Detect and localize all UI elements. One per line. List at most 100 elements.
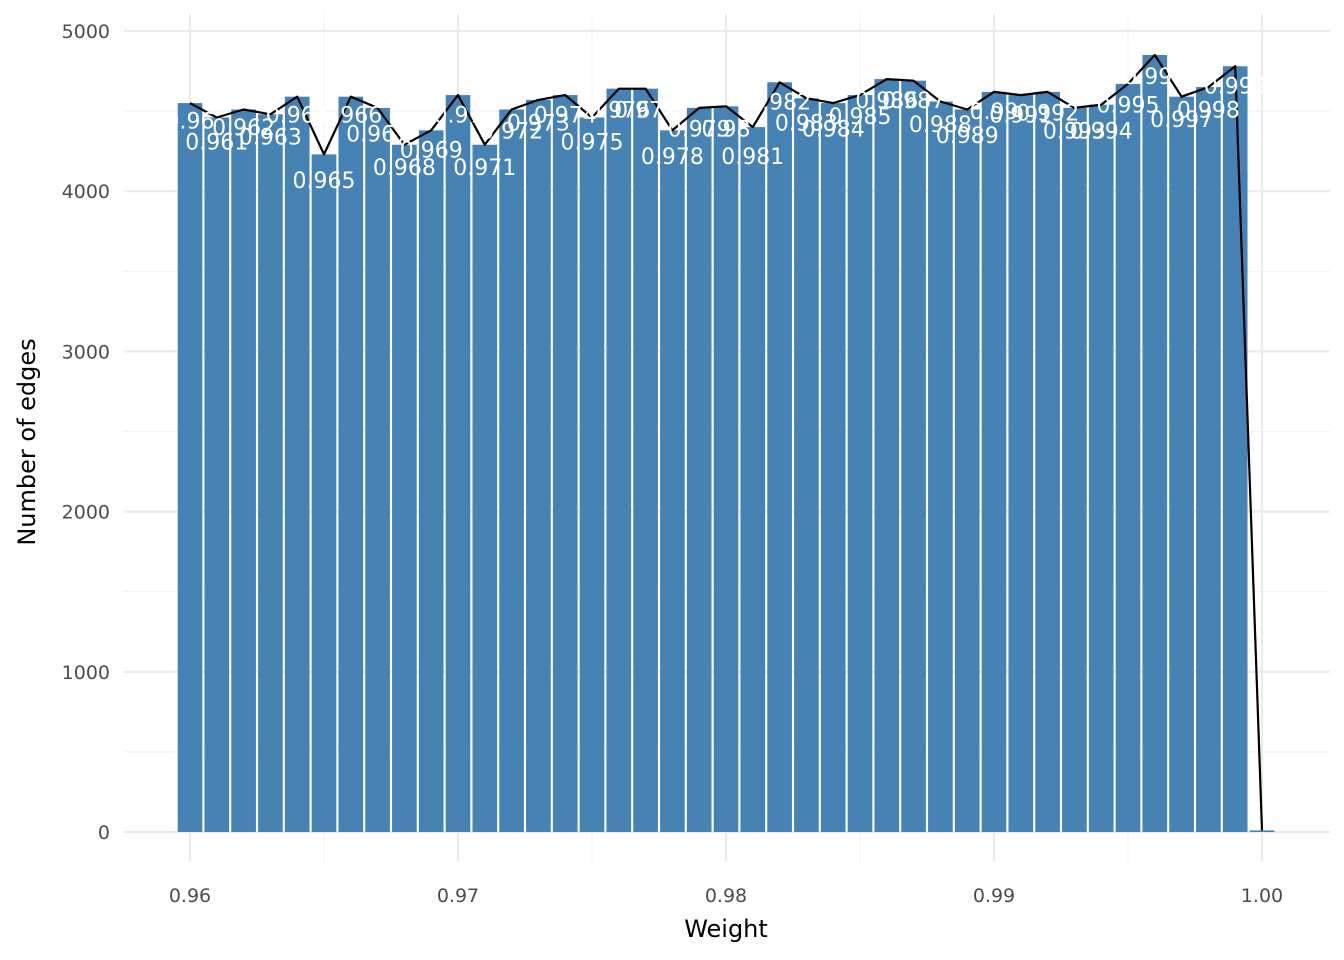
bar	[499, 109, 524, 833]
data-label: 0.991	[989, 103, 1052, 128]
bar	[794, 98, 819, 832]
data-label: 0.969	[400, 139, 463, 164]
bar	[392, 144, 417, 832]
bar	[1115, 83, 1141, 833]
x-tick-label: 1.00	[1241, 885, 1283, 907]
bar	[874, 79, 900, 832]
data-label: 0.979	[668, 118, 731, 143]
data-label: 0.998	[1177, 98, 1240, 123]
data-label: 0.964	[266, 103, 329, 128]
bar	[901, 80, 926, 833]
bar	[338, 96, 364, 832]
bar	[820, 103, 846, 833]
bar	[1088, 104, 1114, 832]
data-label: 0.999	[1204, 74, 1267, 99]
data-label: 0.989	[936, 124, 999, 149]
bar	[1169, 96, 1194, 832]
y-tick-label: 5000	[62, 21, 110, 43]
data-label: 0.975	[561, 131, 624, 156]
y-tick-label: 2000	[62, 502, 110, 524]
data-label: 0.987	[882, 89, 945, 114]
bar	[1008, 95, 1034, 832]
x-axis-title: Weight	[684, 915, 768, 943]
series-line	[189, 53, 1264, 831]
data-label: 0.967	[346, 123, 409, 148]
data-label: 0.995	[1097, 94, 1160, 119]
data-label: 0.993	[1043, 119, 1106, 144]
bar	[204, 117, 230, 833]
y-tick-label: 3000	[62, 341, 110, 363]
y-axis-title: Number of edges	[13, 338, 41, 545]
data-label: 0.983	[775, 111, 838, 136]
x-tick-label: 0.99	[973, 885, 1015, 907]
data-label: 0.968	[373, 156, 436, 181]
bar	[740, 127, 766, 833]
bar	[231, 109, 256, 833]
data-label: 0.99	[970, 100, 1019, 125]
bar	[606, 88, 632, 832]
data-label: 0.976	[587, 98, 650, 123]
bar	[1222, 66, 1248, 832]
data-label: 0.977	[614, 98, 677, 123]
data-label: 0.966	[319, 103, 382, 128]
bar	[847, 95, 873, 832]
data-label: 0.997	[1150, 108, 1213, 133]
bar	[660, 130, 685, 833]
bar	[633, 88, 658, 832]
data-label: 0.96	[166, 110, 215, 135]
bar	[177, 103, 203, 833]
y-tick-label: 4000	[62, 181, 110, 203]
bar	[445, 95, 471, 832]
data-label: 0.974	[534, 103, 597, 128]
data-label: 0.978	[641, 145, 704, 170]
data-label: 0.996	[1123, 65, 1186, 90]
data-label: 0.985	[829, 105, 892, 130]
x-tick-label: 0.96	[169, 885, 211, 907]
bar	[579, 117, 605, 833]
x-tick-label: 0.97	[437, 885, 479, 907]
data-label: 0.981	[721, 145, 784, 170]
trend-line	[189, 53, 1264, 831]
bar	[767, 82, 792, 833]
bar	[472, 144, 498, 832]
x-tick-label: 0.98	[705, 885, 747, 907]
bar	[365, 107, 390, 832]
data-label: 0.962	[212, 116, 275, 141]
bar	[258, 114, 283, 832]
bars	[177, 55, 1275, 833]
bar	[1035, 91, 1060, 833]
data-label: 0.97	[434, 103, 483, 128]
bar	[284, 96, 310, 832]
bar	[418, 130, 444, 833]
y-axis-ticks: 0 1000 2000 3000 4000 5000	[62, 21, 110, 844]
data-label: 0.98	[702, 118, 751, 143]
data-label: 0.971	[453, 156, 516, 181]
bar	[954, 109, 980, 833]
bar	[1142, 55, 1168, 832]
bar	[713, 106, 739, 832]
bar	[1249, 830, 1275, 832]
data-label: 0.994	[1070, 119, 1133, 144]
data-label: 0.972	[480, 119, 543, 144]
bar-data-labels: 0.960.9610.9620.9630.9640.9650.9660.9670…	[166, 65, 1267, 194]
bar	[981, 91, 1007, 833]
bar	[1062, 107, 1087, 832]
y-tick-label: 0	[98, 822, 110, 844]
data-label: 0.982	[748, 90, 811, 115]
data-label: 0.988	[909, 113, 972, 138]
bar	[1196, 87, 1221, 832]
bar	[526, 99, 551, 833]
bar	[686, 107, 712, 832]
bar	[311, 154, 337, 832]
data-label: 0.992	[1016, 102, 1079, 127]
bar	[928, 101, 953, 833]
data-label: 0.965	[293, 169, 356, 194]
data-label: 0.963	[239, 126, 302, 151]
data-label: 0.986	[855, 89, 918, 114]
data-label: 0.961	[185, 131, 248, 156]
data-label: 0.973	[507, 111, 570, 136]
bar	[552, 95, 578, 832]
x-axis-ticks: 0.96 0.97 0.98 0.99 1.00	[169, 885, 1283, 907]
y-tick-label: 1000	[62, 662, 110, 684]
